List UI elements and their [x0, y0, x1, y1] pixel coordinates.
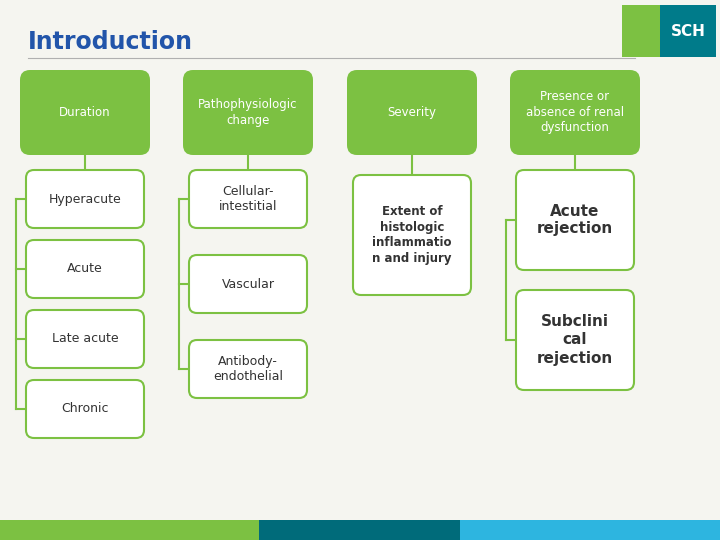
- Bar: [622, 5, 660, 57]
- Text: Vascular: Vascular: [222, 278, 274, 291]
- Text: SCH: SCH: [670, 24, 706, 38]
- FancyBboxPatch shape: [353, 175, 471, 295]
- FancyBboxPatch shape: [26, 380, 144, 438]
- Text: Introduction: Introduction: [28, 30, 193, 54]
- Text: Extent of
histologic
inflammatio
n and injury: Extent of histologic inflammatio n and i…: [372, 205, 451, 265]
- FancyBboxPatch shape: [516, 290, 634, 390]
- Bar: [259, 520, 460, 540]
- FancyBboxPatch shape: [510, 70, 640, 155]
- Bar: [660, 5, 690, 57]
- FancyBboxPatch shape: [20, 70, 150, 155]
- Text: Chronic: Chronic: [61, 402, 109, 415]
- Text: Severity: Severity: [387, 106, 436, 119]
- FancyBboxPatch shape: [189, 340, 307, 398]
- Text: Antibody-
endothelial: Antibody- endothelial: [213, 355, 283, 383]
- Text: Pathophysiologic
change: Pathophysiologic change: [198, 98, 298, 127]
- Text: Cellular-
intestitial: Cellular- intestitial: [219, 185, 277, 213]
- FancyBboxPatch shape: [26, 170, 144, 228]
- FancyBboxPatch shape: [347, 70, 477, 155]
- Text: Duration: Duration: [59, 106, 111, 119]
- FancyBboxPatch shape: [189, 170, 307, 228]
- Text: Hyperacute: Hyperacute: [49, 192, 122, 206]
- FancyBboxPatch shape: [516, 170, 634, 270]
- FancyBboxPatch shape: [26, 310, 144, 368]
- Text: Late acute: Late acute: [52, 333, 118, 346]
- FancyBboxPatch shape: [26, 240, 144, 298]
- FancyBboxPatch shape: [189, 255, 307, 313]
- Text: Acute: Acute: [67, 262, 103, 275]
- FancyBboxPatch shape: [183, 70, 313, 155]
- Text: Acute
rejection: Acute rejection: [537, 204, 613, 237]
- Text: Subclini
cal
rejection: Subclini cal rejection: [537, 314, 613, 366]
- Bar: [660, 5, 716, 57]
- Bar: [0, 520, 259, 540]
- Text: Presence or
absence of renal
dysfunction: Presence or absence of renal dysfunction: [526, 91, 624, 134]
- Bar: [460, 520, 720, 540]
